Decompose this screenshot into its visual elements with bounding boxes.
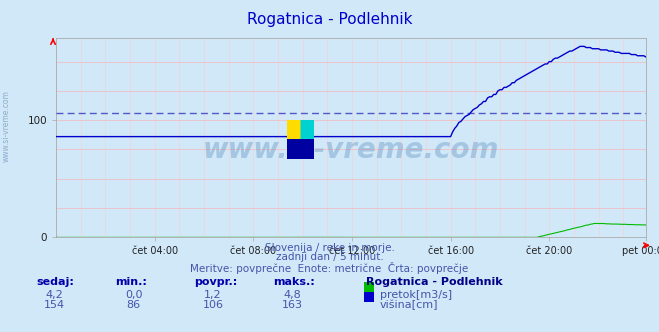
Text: povpr.:: povpr.: [194, 277, 238, 287]
Text: 106: 106 [202, 300, 223, 310]
Text: Rogatnica - Podlehnik: Rogatnica - Podlehnik [366, 277, 502, 287]
Text: 0,0: 0,0 [125, 290, 142, 299]
Text: pretok[m3/s]: pretok[m3/s] [380, 290, 451, 299]
Text: sedaj:: sedaj: [36, 277, 74, 287]
Text: min.:: min.: [115, 277, 147, 287]
Text: maks.:: maks.: [273, 277, 315, 287]
Text: višina[cm]: višina[cm] [380, 300, 438, 310]
Text: 1,2: 1,2 [204, 290, 221, 299]
Text: 4,2: 4,2 [46, 290, 63, 299]
Text: www.si-vreme.com: www.si-vreme.com [203, 136, 499, 164]
Text: 154: 154 [44, 300, 65, 310]
Text: www.si-vreme.com: www.si-vreme.com [2, 90, 11, 162]
Text: 4,8: 4,8 [283, 290, 301, 299]
Text: zadnji dan / 5 minut.: zadnji dan / 5 minut. [275, 252, 384, 262]
Text: 86: 86 [127, 300, 141, 310]
Text: Slovenija / reke in morje.: Slovenija / reke in morje. [264, 243, 395, 253]
Text: Rogatnica - Podlehnik: Rogatnica - Podlehnik [246, 12, 413, 27]
Text: Meritve: povprečne  Enote: metrične  Črta: povprečje: Meritve: povprečne Enote: metrične Črta:… [190, 262, 469, 274]
Text: 163: 163 [281, 300, 302, 310]
